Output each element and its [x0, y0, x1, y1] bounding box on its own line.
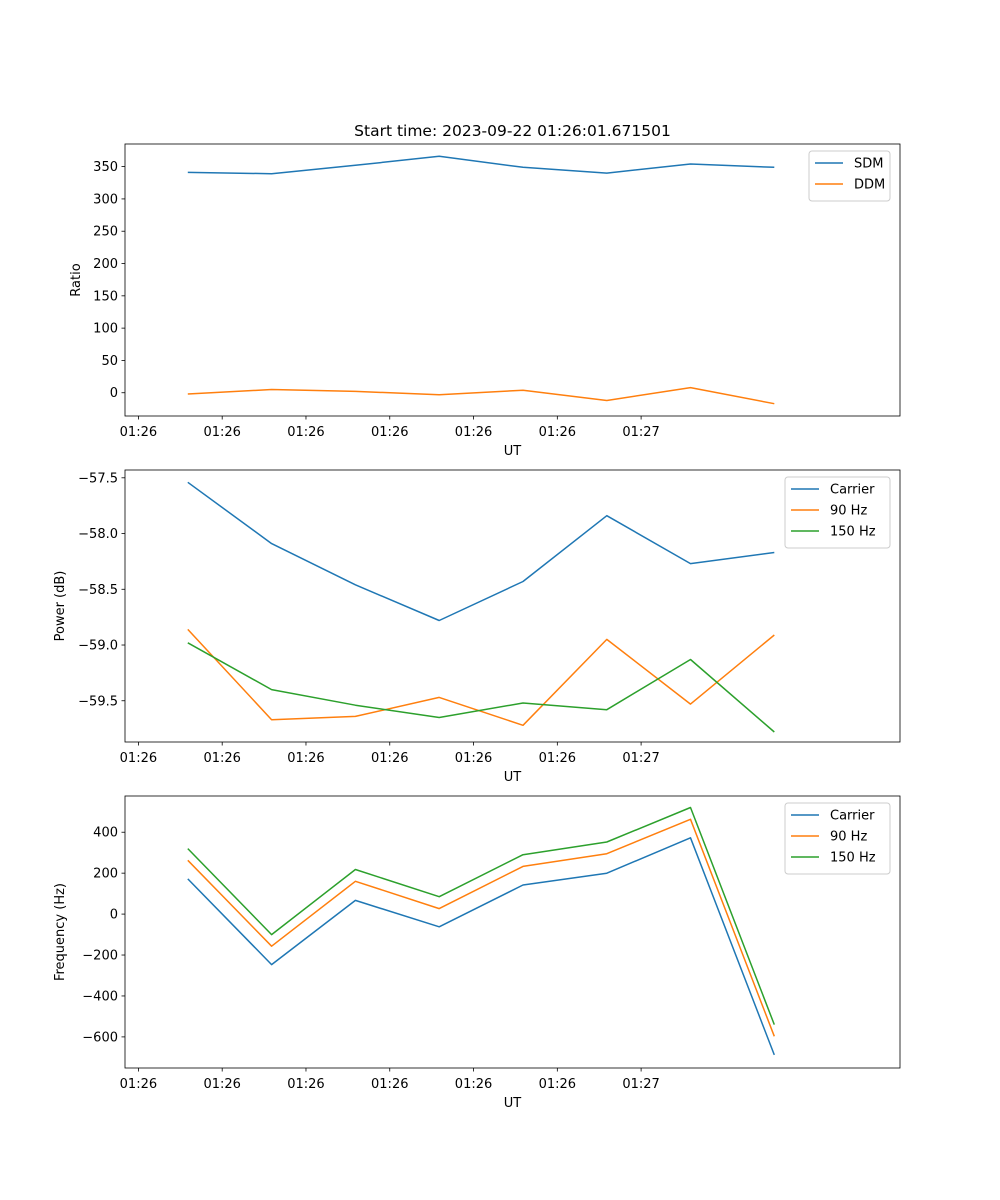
legend-label-1: Carrier — [830, 483, 875, 498]
series-line-1 — [187, 155, 775, 175]
series-line-2 — [187, 818, 775, 1037]
x-tick-label: 01:26 — [287, 751, 324, 766]
series-line-2 — [187, 628, 775, 727]
y-tick-label: 400 — [93, 826, 118, 841]
x-tick-label: 01:26 — [287, 1077, 324, 1092]
y-axis-label: Power (dB) — [53, 571, 68, 642]
axes-frame — [124, 143, 901, 417]
legend-label-3: 150 Hz — [830, 851, 876, 866]
y-tick-label: −58.5 — [78, 583, 118, 598]
legend-label-2: 90 Hz — [830, 830, 867, 845]
x-tick-label: 01:27 — [622, 751, 659, 766]
y-tick-label: 250 — [93, 225, 118, 240]
x-tick-label: 01:26 — [455, 751, 492, 766]
panel-3: −600 −400 −200 0 200 400 01:26 01:26 01:26 01:26 0… — [53, 795, 901, 1111]
x-tick-label: 01:26 — [371, 425, 408, 440]
x-tick-label: 01:26 — [120, 751, 157, 766]
legend-label-3: 150 Hz — [830, 525, 876, 540]
y-axis-label: Frequency (Hz) — [53, 883, 68, 981]
y-axis-label: Ratio — [69, 263, 84, 296]
y-tick-label: 300 — [93, 192, 118, 207]
y-tick-label: 200 — [93, 867, 118, 882]
legend-label-2: 90 Hz — [830, 504, 867, 519]
y-tick-label: −600 — [82, 1030, 118, 1045]
x-tick-label: 01:26 — [203, 751, 240, 766]
legend: Carrier 90 Hz 150 Hz — [784, 802, 891, 875]
x-tick-label: 01:26 — [120, 425, 157, 440]
x-axis-label: UT — [504, 770, 522, 785]
x-tick-label: 01:26 — [120, 1077, 157, 1092]
y-tick-label: −59.0 — [78, 639, 118, 654]
y-tick-label: 200 — [93, 257, 118, 272]
legend-label-1: Carrier — [830, 809, 875, 824]
x-tick-label: 01:26 — [455, 425, 492, 440]
y-tick-label: 0 — [110, 386, 118, 401]
x-tick-label: 01:26 — [539, 425, 576, 440]
axes-frame — [124, 795, 901, 1069]
x-tick-label: 01:26 — [203, 425, 240, 440]
panel-1: 0 50 100 150 200 250 300 350 01:26 01:26 01:26 01:2… — [69, 143, 901, 459]
series-line-3 — [187, 642, 775, 733]
series-line-3 — [187, 806, 775, 1025]
x-tick-label: 01:26 — [371, 751, 408, 766]
y-tick-label: 0 — [110, 908, 118, 923]
axes-frame — [124, 469, 901, 743]
legend: SDM DDM — [808, 150, 891, 202]
x-tick-label: 01:27 — [622, 425, 659, 440]
series-line-1 — [187, 481, 775, 622]
x-tick-label: 01:26 — [203, 1077, 240, 1092]
y-tick-label: 50 — [101, 354, 118, 369]
legend: Carrier 90 Hz 150 Hz — [784, 476, 891, 549]
legend-label-2: DDM — [854, 178, 885, 193]
series-line-2 — [187, 386, 775, 405]
y-tick-label: 100 — [93, 322, 118, 337]
legend-label-1: SDM — [854, 157, 883, 172]
x-tick-label: 01:26 — [539, 1077, 576, 1092]
x-axis-label: UT — [504, 1096, 522, 1111]
y-tick-label: −57.5 — [78, 471, 118, 486]
x-tick-label: 01:26 — [455, 1077, 492, 1092]
x-tick-label: 01:26 — [371, 1077, 408, 1092]
y-tick-label: −200 — [82, 949, 118, 964]
x-tick-label: 01:26 — [539, 751, 576, 766]
y-tick-label: −59.5 — [78, 694, 118, 709]
x-axis-label: UT — [504, 444, 522, 459]
panels: 0 50 100 150 200 250 300 350 01:26 01:26 01:26 01:2… — [53, 143, 901, 1111]
x-tick-label: 01:26 — [287, 425, 324, 440]
y-tick-label: 150 — [93, 289, 118, 304]
figure-title: Start time: 2023-09-22 01:26:01.671501 — [354, 122, 671, 140]
panel-2: −59.5 −59.0 −58.5 −58.0 −57.5 01:26 01:26 01:26… — [53, 469, 901, 785]
series-line-1 — [187, 837, 775, 1056]
y-tick-label: 350 — [93, 160, 118, 175]
y-tick-label: −400 — [82, 989, 118, 1004]
y-tick-label: −58.0 — [78, 527, 118, 542]
x-tick-label: 01:27 — [622, 1077, 659, 1092]
